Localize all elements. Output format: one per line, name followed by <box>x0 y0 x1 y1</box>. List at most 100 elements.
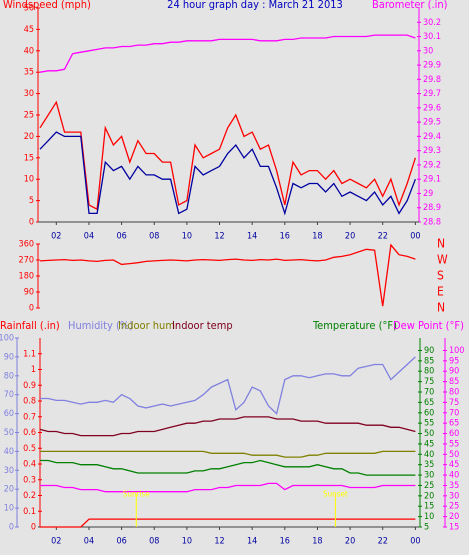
y-tick-label: 15 <box>424 502 434 512</box>
y-tick-label: 29 <box>423 189 433 199</box>
x-tick-label: 00 <box>410 537 420 547</box>
annotation: Sunset <box>323 490 348 499</box>
legend-label: Dew Point (°F) <box>393 319 464 332</box>
x-tick-label: 16 <box>280 537 290 547</box>
y-tick-label: 40 <box>449 471 459 481</box>
y-tick-label: 50 <box>24 4 34 14</box>
y-tick-label: W <box>437 253 448 267</box>
y-tick-label: 70 <box>424 388 434 398</box>
y-tick-label: 28.8 <box>423 218 441 228</box>
y-tick-label: 50 <box>449 450 459 460</box>
y-tick-label: 0.7 <box>23 412 36 422</box>
x-tick-label: 02 <box>51 232 61 242</box>
y-tick-label: 10 <box>24 175 34 185</box>
y-tick-label: 75 <box>424 377 434 387</box>
wind-axis-title: Windspeed (mph) <box>3 0 91 11</box>
y-tick-label: 29.6 <box>423 103 441 113</box>
y-tick-label: 85 <box>424 356 434 366</box>
y-tick-label: 30 <box>24 89 34 99</box>
y-tick-label: 40 <box>24 46 34 56</box>
x-tick-label: 10 <box>182 537 192 547</box>
y-tick-label: 60 <box>4 409 14 419</box>
y-tick-label: E <box>437 285 444 299</box>
x-tick-label: 22 <box>378 232 388 242</box>
legend-label: Temperature (°F) <box>312 319 397 332</box>
y-tick-label: 20 <box>449 512 459 522</box>
y-tick-label: 20 <box>4 485 14 495</box>
x-tick-label: 14 <box>247 232 257 242</box>
x-tick-label: 10 <box>182 232 192 242</box>
legend-label: Rainfall (.in) <box>0 319 60 332</box>
y-tick-label: 5 <box>424 523 429 533</box>
legend-label: Indoor temp <box>172 319 233 332</box>
y-tick-label: 20 <box>24 132 34 142</box>
y-tick-label: N <box>437 301 445 315</box>
y-tick-label: 65 <box>424 398 434 408</box>
x-tick-label: 16 <box>280 232 290 242</box>
y-tick-label: 360 <box>19 240 34 250</box>
y-tick-label: 20 <box>424 491 434 501</box>
barometer-axis-title: Barometer (.in) <box>372 0 448 11</box>
x-tick-label: 22 <box>378 537 388 547</box>
y-tick-label: 45 <box>449 460 459 470</box>
data-line <box>40 482 416 493</box>
x-tick-label: 06 <box>116 232 126 242</box>
data-line <box>40 518 416 528</box>
y-tick-label: 35 <box>424 460 434 470</box>
y-tick-label: 28.9 <box>423 203 441 213</box>
x-tick-label: 04 <box>84 537 94 547</box>
y-tick-label: 65 <box>449 419 459 429</box>
y-tick-label: 60 <box>424 408 434 418</box>
x-tick-label: 02 <box>51 537 61 547</box>
x-tick-label: 20 <box>345 232 355 242</box>
y-tick-label: 25 <box>424 481 434 491</box>
chart-title: 24 hour graph day : March 21 2013 <box>167 0 343 11</box>
y-tick-label: 29.9 <box>423 61 441 71</box>
y-tick-label: 30 <box>4 466 14 476</box>
y-tick-label: 70 <box>4 390 14 400</box>
y-tick-label: 29.5 <box>423 118 441 128</box>
x-tick-label: 14 <box>247 537 257 547</box>
y-tick-label: 90 <box>449 367 459 377</box>
y-tick-label: 50 <box>4 428 14 438</box>
legend-label: Indoor hum <box>118 319 175 332</box>
x-tick-label: 08 <box>149 537 159 547</box>
y-tick-label: 25 <box>449 502 459 512</box>
y-tick-label: 29.4 <box>423 132 441 142</box>
y-tick-label: 0 <box>29 218 34 228</box>
y-tick-label: 0 <box>29 304 34 314</box>
y-tick-label: 29.8 <box>423 75 441 85</box>
y-tick-label: 0.3 <box>23 475 36 485</box>
y-tick-label: 95 <box>449 356 459 366</box>
y-tick-label: 15 <box>24 153 34 163</box>
y-tick-label: 75 <box>449 398 459 408</box>
x-tick-label: 20 <box>345 537 355 547</box>
y-tick-label: 40 <box>4 447 14 457</box>
y-tick-label: 180 <box>19 272 34 282</box>
data-line <box>40 450 416 458</box>
x-tick-label: 18 <box>312 232 322 242</box>
y-tick-label: 5 <box>29 196 34 206</box>
y-tick-label: 25 <box>24 111 34 121</box>
y-tick-label: 30 <box>424 471 434 481</box>
y-tick-label: 30.2 <box>423 18 441 28</box>
x-tick-label: 06 <box>116 537 126 547</box>
y-tick-label: 100 <box>449 346 464 356</box>
y-tick-label: 0.9 <box>23 381 36 391</box>
y-tick-label: 40 <box>424 450 434 460</box>
y-tick-label: 90 <box>4 352 14 362</box>
y-tick-label: 30 <box>423 46 433 56</box>
y-tick-label: 85 <box>449 377 459 387</box>
y-tick-label: 100 <box>0 334 14 344</box>
y-tick-label: 70 <box>449 408 459 418</box>
data-line <box>40 356 416 415</box>
x-tick-label: 00 <box>410 232 420 242</box>
y-tick-label: 10 <box>424 512 434 522</box>
y-tick-label: 80 <box>4 371 14 381</box>
y-tick-label: 30.1 <box>423 32 441 42</box>
y-tick-label: 45 <box>24 25 34 35</box>
x-tick-label: 04 <box>84 232 94 242</box>
y-tick-label: 80 <box>449 388 459 398</box>
y-tick-label: 55 <box>449 439 459 449</box>
